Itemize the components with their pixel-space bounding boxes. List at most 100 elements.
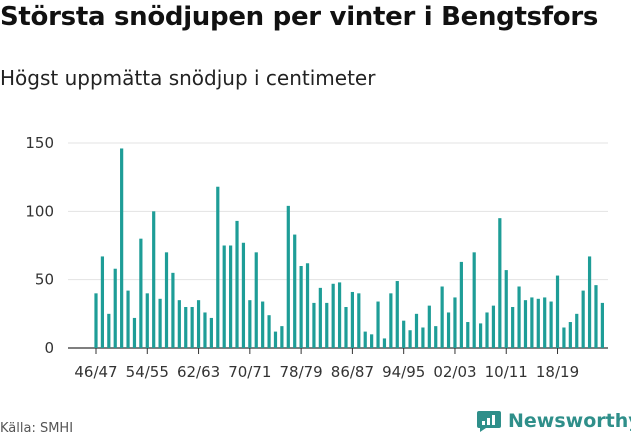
x-tick-label: 54/55 <box>126 363 169 381</box>
bar <box>318 287 322 348</box>
bar <box>273 331 278 348</box>
bar <box>344 307 348 348</box>
bar <box>479 323 483 348</box>
brand-logo: Newsworthy <box>476 409 631 433</box>
bar <box>267 315 271 348</box>
y-tick-label: 100 <box>25 202 54 220</box>
bar <box>229 245 233 348</box>
bar <box>331 283 335 348</box>
x-tick-label: 70/71 <box>228 363 271 381</box>
bar <box>581 290 585 348</box>
y-tick-label: 150 <box>25 134 54 152</box>
bar <box>587 256 592 348</box>
bar <box>357 293 361 348</box>
bar <box>543 297 547 348</box>
bar <box>248 300 252 348</box>
bar <box>434 326 438 348</box>
bar <box>408 330 412 348</box>
bar <box>216 186 220 348</box>
bar <box>498 218 502 348</box>
bar <box>337 282 342 348</box>
y-tick-label: 0 <box>44 339 54 357</box>
bar <box>363 331 367 348</box>
newsworthy-logo-icon <box>477 411 501 432</box>
bar <box>126 290 130 348</box>
bar <box>453 297 457 348</box>
bar <box>305 263 310 348</box>
bar <box>536 298 540 348</box>
bar <box>94 293 98 348</box>
bar <box>280 326 284 348</box>
bar <box>139 238 143 348</box>
bar <box>299 266 303 348</box>
bar <box>107 313 111 348</box>
bar <box>555 275 560 348</box>
bar <box>164 252 169 348</box>
bar <box>286 205 290 348</box>
chart-title: Största snödjupen per vinter i Bengtsfor… <box>0 2 599 32</box>
bar <box>395 281 399 348</box>
bar <box>575 313 579 348</box>
brand-name: Newsworthy <box>508 410 631 432</box>
bar <box>132 317 137 348</box>
x-tick-label: 10/11 <box>485 363 528 381</box>
bar <box>120 148 124 348</box>
bar <box>530 297 534 348</box>
bar <box>389 293 393 348</box>
bar <box>414 313 419 348</box>
bar <box>549 301 553 348</box>
x-tick-label: 02/03 <box>433 363 476 381</box>
y-tick-label: 50 <box>35 271 54 289</box>
bar <box>184 307 188 348</box>
bar <box>370 334 374 348</box>
x-tick-label: 62/63 <box>177 363 220 381</box>
bar <box>209 317 213 348</box>
x-tick-label: 78/79 <box>280 363 323 381</box>
bar <box>190 307 194 348</box>
bar <box>485 312 489 348</box>
bar <box>517 286 521 348</box>
bar <box>562 327 566 348</box>
bar <box>152 211 156 348</box>
bar <box>100 256 105 348</box>
bar <box>113 268 117 348</box>
chart-subtitle: Högst uppmätta snödjup i centimeter <box>0 66 376 90</box>
bar <box>511 307 515 348</box>
bar <box>241 242 246 348</box>
bar <box>594 285 598 348</box>
x-tick-label: 86/87 <box>331 363 374 381</box>
bar <box>158 298 162 348</box>
x-tick-label: 18/19 <box>536 363 579 381</box>
bar <box>376 301 380 348</box>
bar <box>203 312 207 348</box>
bar <box>466 322 470 348</box>
bar <box>254 252 258 348</box>
x-tick-label: 46/47 <box>74 363 117 381</box>
bar <box>171 272 175 348</box>
bar <box>446 312 451 348</box>
bar <box>177 300 181 348</box>
bar <box>472 252 476 348</box>
bar <box>421 327 425 348</box>
bar <box>600 302 604 348</box>
bar <box>491 305 496 348</box>
bar <box>427 305 431 348</box>
bar <box>293 234 297 348</box>
bar <box>235 220 239 348</box>
bar <box>402 320 406 348</box>
bar <box>440 286 444 348</box>
bar <box>312 302 316 348</box>
bar <box>325 302 329 348</box>
bar <box>145 293 149 348</box>
source-note: Källa: SMHI <box>0 421 74 436</box>
bar <box>196 300 201 348</box>
bar <box>382 338 387 348</box>
bar <box>350 291 354 348</box>
x-tick-label: 94/95 <box>382 363 425 381</box>
bar <box>222 245 226 348</box>
bar <box>568 322 572 348</box>
bar <box>459 261 463 348</box>
bar <box>523 300 528 348</box>
bar <box>504 270 508 348</box>
